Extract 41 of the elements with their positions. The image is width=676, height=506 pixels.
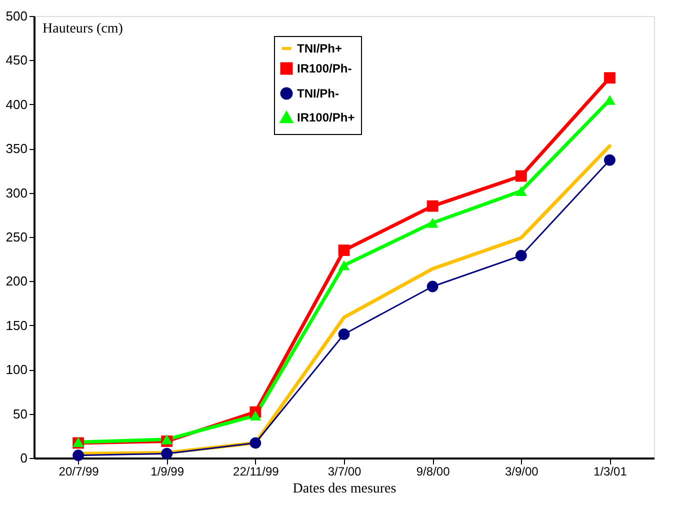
point (515, 250, 527, 262)
y-tick-label: 0 (20, 450, 28, 466)
legend-label: TNI/Ph+ (297, 42, 342, 56)
y-tick-label: 200 (6, 274, 28, 289)
point (161, 448, 173, 460)
y-tick-label: 50 (13, 406, 28, 422)
point (250, 437, 262, 449)
x-tick-label: 1/9/99 (150, 464, 184, 478)
x-tick-label: 1/3/01 (594, 464, 628, 478)
point (426, 280, 438, 292)
point (604, 154, 616, 166)
y-tick-label: 500 (6, 8, 28, 24)
y-tick-label: 400 (6, 96, 28, 112)
point (604, 95, 616, 105)
point (72, 450, 84, 462)
point (426, 200, 438, 212)
point (161, 434, 173, 444)
x-tick-label: 20/7/99 (58, 464, 100, 478)
y-tick-label: 350 (6, 141, 28, 156)
point (338, 328, 350, 340)
point (338, 260, 350, 270)
y-tick-label: 150 (6, 318, 28, 333)
legend-label: TNI/Ph- (297, 86, 339, 100)
point (250, 410, 262, 421)
x-tick-label: 3/9/00 (504, 464, 539, 478)
x-tick-label: 22/11/99 (233, 464, 280, 478)
y-tick-label: 300 (6, 185, 28, 200)
legend-label: IR100/Ph+ (297, 110, 355, 124)
x-axis-title: Dates des mesures (292, 482, 396, 496)
y-axis-title: Hauteurs (cm) (42, 22, 124, 36)
x-tick-label: 3/7/00 (328, 464, 362, 478)
y-tick-label: 100 (6, 362, 28, 378)
x-tick-label: 9/8/00 (416, 464, 450, 478)
point (338, 244, 350, 256)
point (515, 186, 527, 196)
legend-label: IR100/Ph- (297, 62, 352, 76)
point (515, 170, 527, 182)
point (604, 72, 616, 84)
y-tick-label: 450 (6, 52, 28, 68)
y-tick-label: 250 (6, 230, 28, 244)
point (426, 218, 438, 228)
